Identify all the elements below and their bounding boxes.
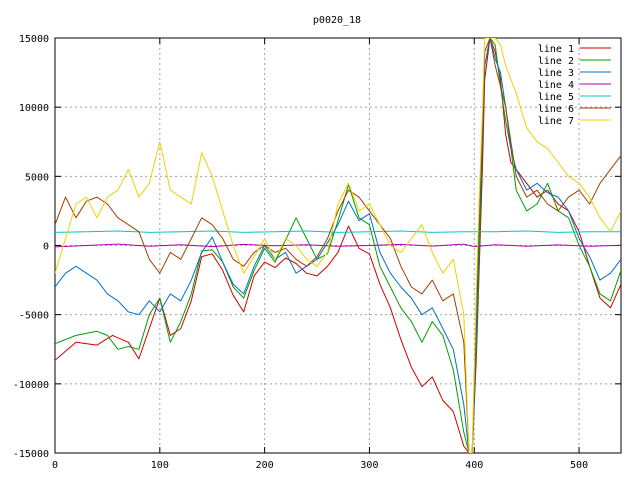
y-tick-label: 10000 — [19, 103, 49, 114]
y-tick-label: -15000 — [13, 449, 49, 460]
series-line-3 — [55, 38, 621, 453]
series-line-4 — [55, 243, 621, 248]
y-tick-label: 15000 — [19, 34, 49, 45]
x-tick-label: 200 — [256, 460, 274, 471]
legend-label: line 7 — [538, 116, 574, 127]
x-tick-label: 300 — [360, 460, 378, 471]
legend-label: line 6 — [538, 104, 574, 115]
legend-label: line 5 — [538, 92, 574, 103]
legend-label: line 1 — [538, 44, 574, 55]
series-group — [55, 38, 621, 453]
legend-label: line 3 — [538, 68, 574, 79]
series-line-6 — [55, 38, 621, 453]
y-tick-label: 0 — [43, 242, 49, 253]
x-tick-label: 400 — [465, 460, 483, 471]
legend-label: line 2 — [538, 56, 574, 67]
x-axis: 0 100 200 300 400 500 — [52, 38, 588, 471]
y-tick-label: 5000 — [25, 172, 49, 183]
series-line-1 — [55, 38, 621, 453]
y-axis: -15000 -10000 -5000 0 5000 10000 15000 — [13, 34, 621, 460]
x-tick-label: 500 — [570, 460, 588, 471]
legend-label: line 4 — [538, 80, 574, 91]
chart-title: p0020_18 — [313, 15, 361, 26]
series-line-5 — [55, 230, 621, 233]
series-line-7 — [55, 38, 621, 453]
x-tick-label: 100 — [151, 460, 169, 471]
y-tick-label: -10000 — [13, 380, 49, 391]
series-line-2 — [55, 38, 621, 453]
y-tick-label: -5000 — [19, 311, 49, 322]
x-tick-label: 0 — [52, 460, 58, 471]
